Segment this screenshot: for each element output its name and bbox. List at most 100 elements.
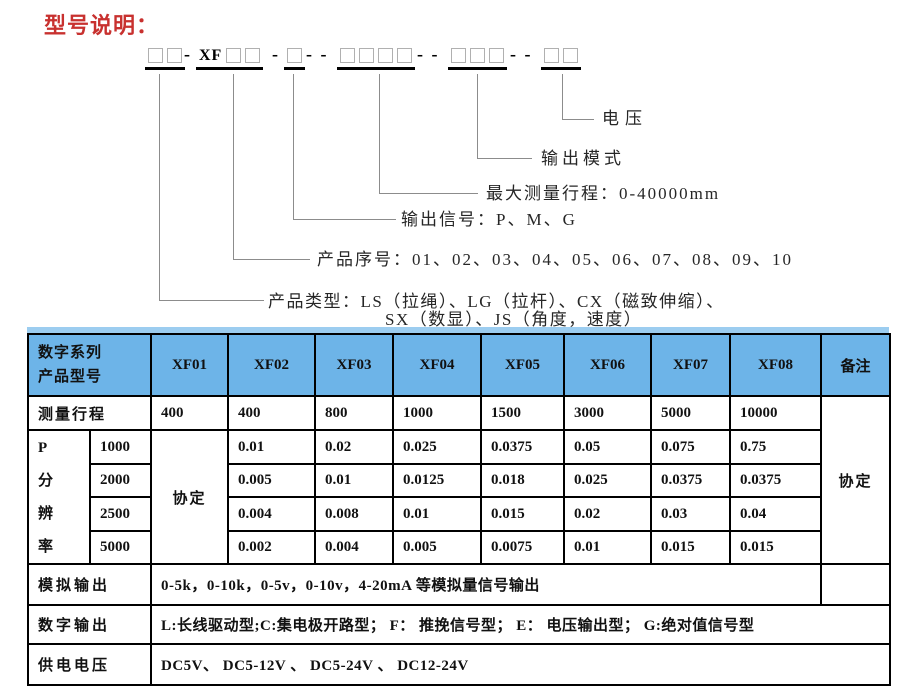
spec-cell: 0.03 — [650, 496, 732, 532]
callout-line-vertical — [293, 74, 294, 219]
header-cell-xf08: XF08 — [729, 333, 823, 397]
spec-cell: 0.018 — [480, 463, 566, 498]
spec-cell: 0.005 — [227, 463, 317, 498]
header-cell-xf05: XF05 — [480, 333, 566, 397]
code-separator: - - — [306, 44, 329, 64]
code-box — [397, 48, 412, 63]
spec-table: 数字系列 产品型号 XF01 XF02 XF03 XF04 XF05 XF06 … — [26, 333, 892, 686]
callout-line-horizontal — [233, 259, 310, 260]
spec-cell: 0.0075 — [480, 530, 566, 565]
spec-cell: 0.025 — [392, 429, 483, 465]
analog-output-label: 模拟输出 — [26, 563, 153, 606]
spec-cell: 0.0375 — [480, 429, 566, 465]
spec-cell: 10000 — [729, 395, 823, 431]
stroke-row: 测量行程 400 400 800 1000 1500 3000 5000 100… — [26, 395, 892, 565]
callout-line-horizontal — [293, 219, 396, 220]
resolution-row-2500: 2500 0.004 0.008 0.01 0.015 0.02 0.03 0.… — [28, 496, 890, 532]
code-segment-2: XF — [196, 46, 264, 70]
code-segment-5 — [448, 48, 507, 70]
digital-output-row: 数字输出 L:长线驱动型;C:集电极开路型； F： 推挽信号型； E： 电压输出… — [26, 604, 892, 645]
spec-cell: 0.004 — [227, 496, 317, 532]
analog-output-row: 模拟输出 0-5k，0-10k，0-5v，0-10v，4-20mA 等模拟量信号… — [26, 563, 892, 606]
spec-cell: 0.02 — [314, 429, 395, 465]
spec-cell: 3000 — [563, 395, 653, 431]
header-cell-xf01: XF01 — [150, 333, 230, 397]
code-box — [340, 48, 355, 63]
callout-product-serial: 产品序号：01、02、03、04、05、06、07、08、09、10 — [317, 250, 793, 269]
code-box — [148, 48, 163, 63]
resolution-axis-label: P 分 辨 率 — [27, 429, 91, 565]
header-cell-series: 数字系列 产品型号 — [26, 333, 153, 397]
code-box — [489, 48, 504, 63]
code-box — [563, 48, 578, 63]
callout-output-mode: 输出模式 — [541, 149, 625, 168]
code-box — [544, 48, 559, 63]
code-box — [226, 48, 242, 63]
code-separator: - — [272, 44, 280, 64]
spec-cell: 0.75 — [729, 429, 823, 465]
spec-cell: 0.004 — [314, 530, 395, 565]
page-title: 型号说明： — [44, 13, 160, 38]
resolution-row-2000: 2000 0.005 0.01 0.0125 0.018 0.025 0.037… — [28, 463, 890, 498]
header-cell-xf04: XF04 — [392, 333, 483, 397]
analog-output-value: 0-5k，0-10k，0-5v，0-10v，4-20mA 等模拟量信号输出 — [150, 563, 823, 606]
spec-cell: 0.01 — [314, 463, 395, 498]
resolution-row-5000: 5000 0.002 0.004 0.005 0.0075 0.01 0.015… — [28, 530, 890, 565]
digital-output-value: L:长线驱动型;C:集电极开路型； F： 推挽信号型； E： 电压输出型； G:… — [150, 604, 892, 645]
spec-cell: 0.0125 — [392, 463, 483, 498]
code-prefix-xf: XF — [199, 46, 223, 64]
callout-line-horizontal — [379, 193, 478, 194]
header-cell-xf02: XF02 — [227, 333, 317, 397]
power-supply-value: DC5V、 DC5-12V 、 DC5-24V 、 DC12-24V — [150, 643, 892, 686]
resolution-level: 2500 — [88, 496, 153, 532]
power-supply-row: 供电电压 DC5V、 DC5-12V 、 DC5-24V 、 DC12-24V — [26, 643, 892, 686]
spec-cell: 0.05 — [563, 429, 653, 465]
code-separator: - - — [417, 44, 440, 64]
callout-line-vertical — [562, 74, 563, 119]
code-box — [287, 48, 302, 63]
callout-max-stroke: 最大测量行程：0-40000mm — [486, 184, 721, 203]
spec-cell: 0.008 — [314, 496, 395, 532]
code-box — [167, 48, 182, 63]
spec-cell: 0.075 — [650, 429, 732, 465]
callout-product-type-line2: SX（数显）、JS（角度，速度） — [385, 310, 643, 329]
spec-cell: 0.025 — [563, 463, 653, 498]
callout-line-vertical — [159, 74, 160, 300]
table-top-strip — [27, 327, 889, 333]
header-cell-remark: 备注 — [820, 333, 892, 397]
code-segment-4 — [337, 48, 415, 70]
spec-cell: 0.015 — [480, 496, 566, 532]
code-box — [359, 48, 374, 63]
spec-cell: 0.002 — [227, 530, 317, 565]
code-box — [451, 48, 466, 63]
resolution-level: 1000 — [88, 429, 153, 465]
header-cell-xf07: XF07 — [650, 333, 732, 397]
remark-merged-cell: 协定 — [820, 395, 892, 565]
spec-cell: 400 — [150, 395, 230, 431]
callout-voltage: 电压 — [602, 109, 648, 128]
spec-cell: 1000 — [392, 395, 483, 431]
spec-cell: 0.0375 — [650, 463, 732, 498]
resolution-level: 5000 — [88, 530, 153, 565]
stroke-label: 测量行程 — [26, 395, 153, 431]
header-cell-xf06: XF06 — [563, 333, 653, 397]
spec-cell: 0.01 — [392, 496, 483, 532]
spec-cell: 0.01 — [563, 530, 653, 565]
power-supply-label: 供电电压 — [26, 643, 153, 686]
spec-cell: 5000 — [650, 395, 732, 431]
callout-line-vertical — [379, 74, 380, 193]
callout-line-vertical — [233, 74, 234, 259]
resolution-level: 2000 — [88, 463, 153, 498]
spec-cell: 0.0375 — [729, 463, 823, 498]
spec-cell: 0.005 — [392, 530, 483, 565]
header-cell-xf03: XF03 — [314, 333, 395, 397]
code-box — [470, 48, 485, 63]
callout-line-horizontal — [477, 158, 532, 159]
callout-line-horizontal — [562, 119, 594, 120]
spec-cell: 1500 — [480, 395, 566, 431]
code-segment-1 — [145, 48, 185, 70]
spec-cell: 400 — [227, 395, 317, 431]
callout-product-type: 产品类型：LS（拉绳）、LG（拉杆）、CX（磁致伸缩）、 — [268, 292, 725, 311]
code-box — [245, 48, 261, 63]
